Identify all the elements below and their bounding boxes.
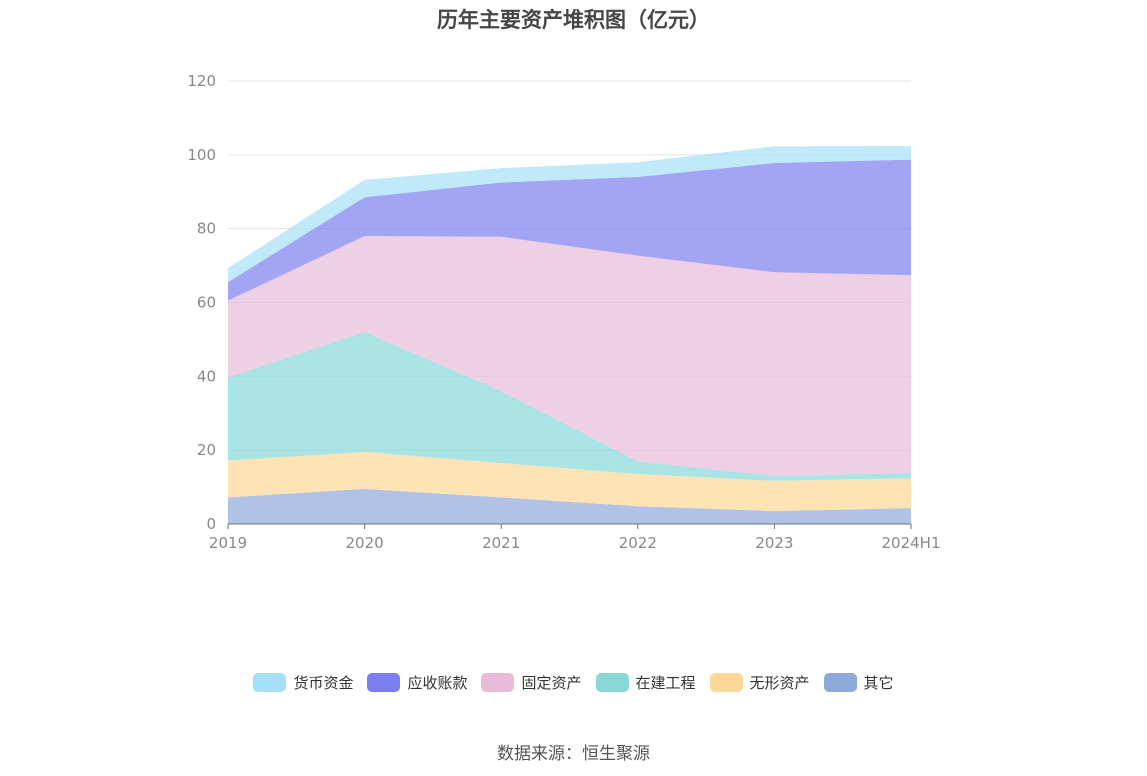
legend-label: 在建工程 [635, 674, 696, 692]
legend-label: 货币资金 [293, 674, 354, 692]
legend-label: 应收账款 [407, 674, 468, 692]
area-series-3 [228, 236, 911, 477]
x-tick-label-2: 2021 [482, 534, 520, 552]
stacked-area-chart: 0 20 40 60 80 100 120 2019 2020 2021 2022 2023 2024H… [187, 72, 940, 552]
x-tick-label-0: 2019 [209, 534, 247, 552]
legend-item-1[interactable]: 应收账款 [367, 672, 467, 693]
y-tick-label-100: 100 [187, 146, 216, 164]
legend-swatch [709, 673, 743, 692]
y-tick-label-20: 20 [197, 441, 216, 459]
legend-label: 其它 [863, 674, 894, 692]
axes: 0 20 40 60 80 100 120 2019 2020 2021 2022 2023 2024H… [187, 72, 940, 552]
series-areas [228, 145, 911, 524]
legend-label: 固定资产 [521, 674, 582, 692]
y-tick-label-120: 120 [187, 72, 216, 90]
source-note: 数据来源：恒生聚源 [497, 744, 650, 764]
y-tick-label-80: 80 [197, 220, 216, 238]
legend-item-3[interactable]: 在建工程 [595, 672, 696, 693]
y-tick-label-0: 0 [206, 515, 216, 533]
area-series-0 [228, 488, 911, 524]
legend-item-2[interactable]: 固定资产 [481, 672, 582, 693]
legend: 货币资金 应收账款 固定资产 在建工程 无形资产 其它 [0, 672, 1147, 693]
chart-title: 历年主要资产堆积图（亿元） [437, 8, 710, 32]
x-tick-label-4: 2023 [755, 534, 793, 552]
legend-swatch [253, 673, 287, 692]
y-tick-label-60: 60 [197, 294, 216, 312]
area-series-4 [228, 159, 911, 301]
legend-item-0[interactable]: 货币资金 [253, 672, 353, 693]
legend-swatch [481, 673, 515, 692]
legend-swatch [367, 673, 401, 692]
legend-item-4[interactable]: 无形资产 [709, 672, 810, 693]
legend-item-5[interactable]: 其它 [823, 672, 894, 693]
legend-swatch [595, 673, 629, 692]
y-tick-label-40: 40 [197, 367, 216, 385]
legend-label: 无形资产 [749, 674, 810, 692]
area-series-5 [228, 145, 911, 283]
x-tick-label-1: 2020 [346, 534, 384, 552]
area-series-1 [228, 452, 911, 512]
area-series-2 [228, 332, 911, 481]
x-tick-label-3: 2022 [619, 534, 657, 552]
x-tick-label-5: 2024H1 [882, 534, 941, 552]
legend-swatch [823, 673, 857, 692]
